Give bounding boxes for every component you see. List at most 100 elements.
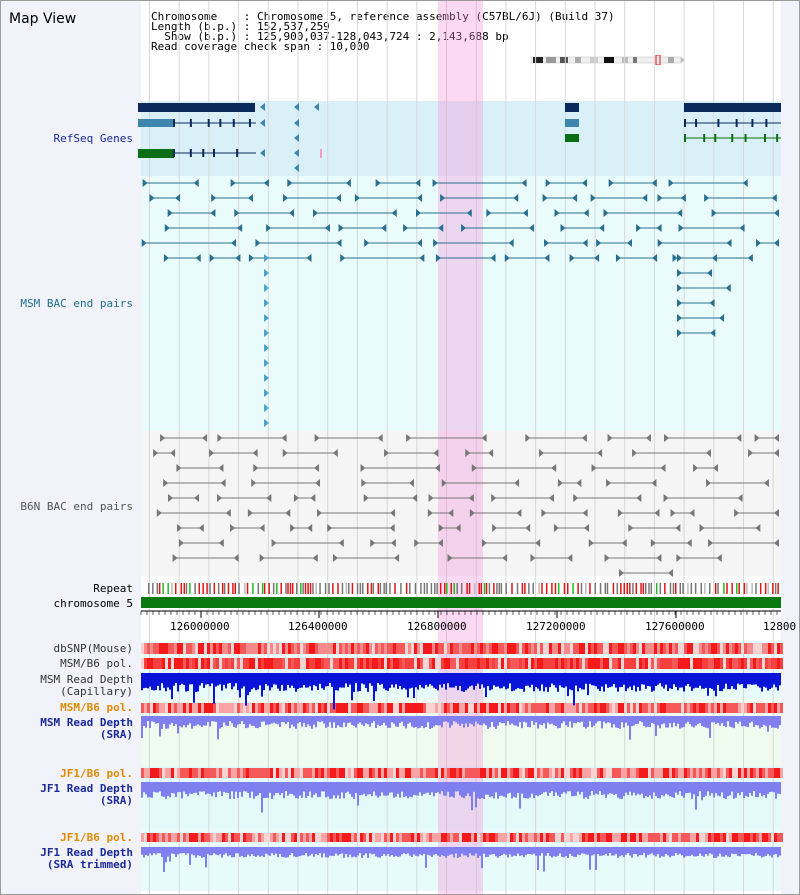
depth-bar <box>323 721 325 724</box>
polymorphism-bin <box>588 833 591 842</box>
polymorphism-bin <box>474 643 477 654</box>
depth-bar <box>759 683 761 688</box>
depth-bar <box>395 791 397 797</box>
polymorphism-bin <box>684 703 687 713</box>
polymorphism-bin <box>696 768 699 778</box>
depth-bar <box>771 683 773 688</box>
track-label-msm-b6-pol-2[interactable]: MSM/B6 pol. <box>60 701 133 714</box>
depth-bar <box>219 721 221 729</box>
polymorphism-bin <box>507 768 510 778</box>
repeat-mark <box>174 583 177 594</box>
depth-bar <box>275 683 277 685</box>
depth-bar <box>189 853 191 865</box>
polymorphism-bin <box>471 833 474 842</box>
polymorphism-bin <box>513 768 516 778</box>
bac-end <box>604 554 610 562</box>
depth-bar <box>727 853 729 857</box>
polymorphism-bin <box>699 768 702 778</box>
polymorphism-bin <box>282 643 285 654</box>
depth-bar <box>155 721 157 724</box>
track-label-b6n-bac[interactable]: B6N BAC end pairs <box>20 500 133 513</box>
polymorphism-bin <box>552 658 555 669</box>
depth-bar <box>311 683 313 691</box>
depth-bar <box>171 683 173 700</box>
depth-bar <box>141 683 143 691</box>
depth-bar <box>615 721 617 728</box>
polymorphism-bin <box>555 643 558 654</box>
polymorphism-bin <box>249 658 252 669</box>
depth-bar <box>331 791 333 799</box>
track-label-jf1-depth-trimmed[interactable]: JF1 Read Depth (SRA trimmed) <box>40 847 133 871</box>
bac-end <box>708 539 714 547</box>
polymorphism-bin <box>759 833 762 842</box>
track-label-jf1-depth-sra[interactable]: JF1 Read Depth (SRA) <box>40 783 133 807</box>
depth-bar <box>459 791 461 796</box>
track-label-msm-depth-capillary[interactable]: MSM Read Depth (Capillary) <box>40 674 133 698</box>
depth-bar <box>329 791 331 799</box>
depth-bar <box>369 721 371 727</box>
polymorphism-bin <box>249 833 252 842</box>
chromosome-ideogram[interactable] <box>530 55 685 65</box>
bac-end <box>264 419 269 427</box>
depth-bar <box>703 853 705 857</box>
polymorphism-bin <box>255 703 258 713</box>
polymorphism-bin <box>153 833 156 842</box>
polymorphism-bin <box>231 703 234 713</box>
bac-end <box>677 314 682 322</box>
depth-bar <box>607 683 609 688</box>
track-label-msm-b6-pol[interactable]: MSM/B6 pol. <box>60 657 133 670</box>
depth-bar <box>351 721 353 725</box>
depth-bar <box>549 721 551 725</box>
depth-bar <box>505 853 507 855</box>
track-label-jf1-pol[interactable]: JF1/B6 pol. <box>60 767 133 780</box>
track-label-msm-depth-sra[interactable]: MSM Read Depth (SRA) <box>40 717 133 741</box>
polymorphism-bin <box>765 833 768 842</box>
track-label-dbsnp[interactable]: dbSNP(Mouse) <box>53 642 133 655</box>
polymorphism-bin <box>594 833 597 842</box>
track-label-msm-bac[interactable]: MSM BAC end pairs <box>20 297 133 310</box>
polymorphism-bin <box>684 833 687 842</box>
repeat-mark <box>409 583 411 594</box>
track-label-refseq[interactable]: RefSeq Genes <box>53 132 133 145</box>
depth-bar <box>259 853 261 857</box>
track-label-jf1-pol-2[interactable]: JF1/B6 pol. <box>60 831 133 844</box>
polymorphism-bin <box>762 658 765 669</box>
depth-bar <box>175 791 177 798</box>
polymorphism-bin <box>519 703 522 713</box>
depth-bar <box>513 721 515 726</box>
depth-bar <box>261 853 263 856</box>
repeat-mark <box>372 583 375 594</box>
depth-bar <box>337 721 339 726</box>
polymorphism-bin <box>156 833 159 842</box>
depth-bar <box>147 853 149 856</box>
depth-bar <box>305 721 307 728</box>
repeat-mark <box>446 583 448 594</box>
polymorphism-bin <box>642 658 645 669</box>
depth-bar <box>763 721 765 725</box>
polymorphism-bin <box>690 768 693 778</box>
depth-bar <box>259 683 261 686</box>
depth-bar <box>763 683 765 687</box>
depth-bar <box>765 683 767 688</box>
polymorphism-bin <box>711 643 714 654</box>
depth-bar <box>731 791 733 792</box>
depth-bar <box>665 721 667 728</box>
polymorphism-bin <box>633 768 636 778</box>
polymorphism-bin <box>663 658 666 669</box>
track-label-repeat[interactable]: Repeat <box>93 582 133 595</box>
depth-bar <box>769 721 771 726</box>
polymorphism-bin <box>204 703 207 713</box>
depth-bar <box>695 853 697 857</box>
polymorphism-bin <box>615 833 618 842</box>
polymorphism-bin <box>348 703 351 713</box>
depth-bar <box>671 721 673 728</box>
depth-bar <box>661 791 663 795</box>
polymorphism-bin <box>420 768 423 778</box>
depth-bar <box>767 683 769 691</box>
polymorphism-bin <box>570 658 573 669</box>
polymorphism-bin <box>519 643 522 654</box>
polymorphism-bin <box>432 658 435 669</box>
depth-bar <box>307 683 309 688</box>
